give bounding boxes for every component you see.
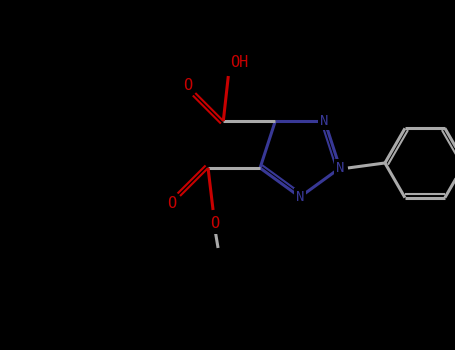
Text: O: O [211,217,220,231]
Text: N: N [336,161,344,175]
Text: OH: OH [230,55,248,70]
Text: N: N [320,114,329,128]
Text: O: O [167,196,177,211]
Text: N: N [296,190,304,204]
Text: O: O [183,77,192,92]
